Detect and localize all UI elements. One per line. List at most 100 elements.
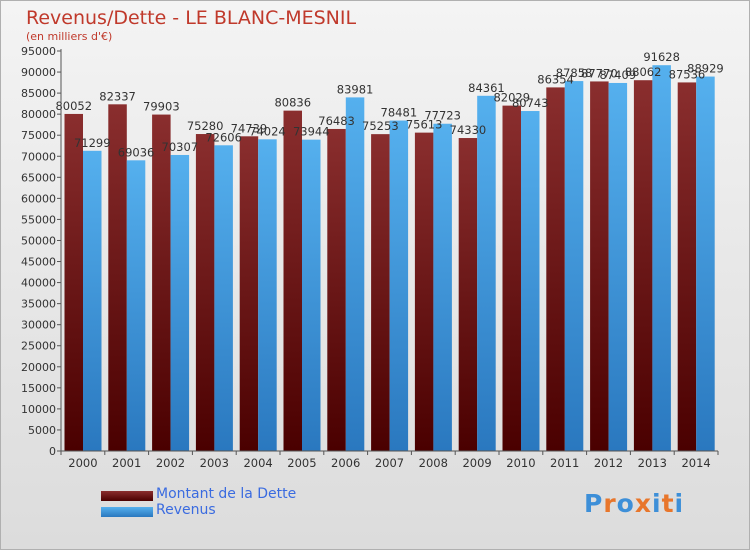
- bar-dette: [371, 134, 390, 451]
- y-tick-label: 70000: [21, 150, 56, 163]
- data-label-dette: 86354: [537, 72, 574, 86]
- bar-revenus: [608, 82, 628, 452]
- data-label-revenus: 69036: [118, 145, 155, 159]
- y-tick-label: 0: [49, 445, 56, 458]
- bar-dette: [195, 134, 215, 451]
- data-label-revenus: 91628: [643, 50, 680, 64]
- x-tick-label: 2009: [462, 456, 491, 470]
- x-tick-label: 2008: [419, 456, 448, 470]
- data-label-dette: 75253: [362, 119, 399, 133]
- bar-dette: [108, 104, 127, 451]
- x-tick-label: 2002: [156, 456, 185, 470]
- y-tick-label: 35000: [21, 298, 56, 311]
- data-label-revenus: 74024: [249, 124, 286, 138]
- data-label-dette: 82029: [493, 91, 530, 105]
- bar-dette: [152, 114, 171, 451]
- data-label-revenus: 80743: [512, 96, 549, 110]
- data-label-revenus: 84361: [468, 81, 505, 95]
- bar-dette: [546, 87, 565, 452]
- data-label-dette: 79903: [143, 100, 180, 114]
- bar-dette: [283, 110, 302, 452]
- data-label-revenus: 88929: [687, 62, 724, 76]
- data-label-dette: 74330: [450, 123, 487, 137]
- y-tick-label: 20000: [21, 361, 56, 374]
- bar-dette: [64, 113, 83, 451]
- x-tick-label: 2010: [506, 456, 535, 470]
- y-tick-label: 5000: [28, 424, 56, 437]
- x-tick-label: 2013: [638, 456, 667, 470]
- x-tick-label: 2006: [331, 456, 360, 470]
- x-tick-label: 2004: [243, 456, 272, 470]
- y-tick-label: 85000: [21, 87, 56, 100]
- proxiti-logo: Proxiti: [584, 489, 685, 518]
- legend-swatch-revenus: [101, 507, 153, 517]
- x-tick-label: 2003: [200, 456, 229, 470]
- data-label-dette: 82337: [99, 89, 136, 103]
- y-tick-label: 50000: [21, 234, 56, 247]
- x-tick-label: 2001: [112, 456, 141, 470]
- data-label-revenus: 72606: [205, 130, 242, 144]
- bar-dette: [239, 136, 259, 451]
- x-tick-label: 2005: [287, 456, 316, 470]
- data-label-revenus: 71299: [74, 136, 111, 150]
- chart-title: Revenus/Dette - LE BLANC-MESNIL: [26, 7, 357, 29]
- bar-revenus: [258, 139, 277, 451]
- data-label-dette: 74739: [231, 121, 268, 135]
- x-tick-label: 2011: [550, 456, 579, 470]
- y-tick-label: 10000: [21, 403, 56, 416]
- bar-dette: [458, 138, 478, 451]
- y-tick-label: 45000: [21, 256, 56, 269]
- data-label-dette: 87770: [581, 66, 618, 80]
- bar-revenus: [564, 81, 584, 451]
- y-tick-label: 95000: [21, 45, 56, 58]
- bar-dette: [414, 132, 434, 452]
- bar-revenus: [652, 65, 671, 452]
- y-tick-label: 15000: [21, 382, 56, 395]
- x-tick-label: 2007: [375, 456, 404, 470]
- bar-revenus: [696, 76, 715, 451]
- bar-dette: [502, 105, 521, 451]
- bar-revenus: [433, 123, 452, 451]
- data-label-revenus: 78481: [381, 106, 418, 120]
- legend-swatch-dette: [101, 491, 153, 501]
- data-label-revenus: 70307: [162, 140, 199, 154]
- bar-revenus: [302, 139, 321, 451]
- y-tick-label: 40000: [21, 277, 56, 290]
- bar-revenus: [477, 95, 496, 452]
- legend-label-dette: Montant de la Dette: [156, 486, 297, 502]
- data-label-dette: 80836: [274, 96, 311, 110]
- y-tick-label: 80000: [21, 108, 56, 121]
- data-label-revenus: 87409: [600, 68, 637, 82]
- bar-revenus: [214, 145, 233, 451]
- y-tick-label: 60000: [21, 192, 56, 205]
- legend-label-revenus: Revenus: [156, 502, 216, 518]
- bar-dette: [677, 82, 697, 451]
- data-label-revenus: 87858: [556, 66, 593, 80]
- data-label-revenus: 73944: [293, 125, 330, 139]
- y-tick-label: 90000: [21, 66, 56, 79]
- y-tick-label: 30000: [21, 319, 56, 332]
- y-tick-label: 55000: [21, 213, 56, 226]
- bar-revenus: [521, 111, 540, 451]
- x-tick-label: 2014: [681, 456, 710, 470]
- bar-revenus: [83, 150, 102, 451]
- data-label-revenus: 77723: [424, 109, 461, 123]
- y-tick-label: 25000: [21, 340, 56, 353]
- x-tick-label: 2000: [68, 456, 97, 470]
- data-label-revenus: 83981: [337, 82, 374, 96]
- data-label-dette: 76483: [318, 114, 355, 128]
- data-label-dette: 75613: [406, 118, 443, 132]
- x-tick-label: 2012: [594, 456, 623, 470]
- y-tick-label: 75000: [21, 129, 56, 142]
- data-label-dette: 80052: [55, 99, 92, 113]
- bar-dette: [327, 128, 346, 451]
- bar-dette: [633, 80, 653, 451]
- data-label-dette: 75280: [187, 119, 224, 133]
- data-label-dette: 88062: [625, 65, 662, 79]
- bar-revenus: [345, 97, 365, 452]
- bar-revenus: [170, 154, 190, 451]
- bar-revenus: [389, 120, 409, 451]
- chart-subtitle: (en milliers d'€): [26, 30, 113, 43]
